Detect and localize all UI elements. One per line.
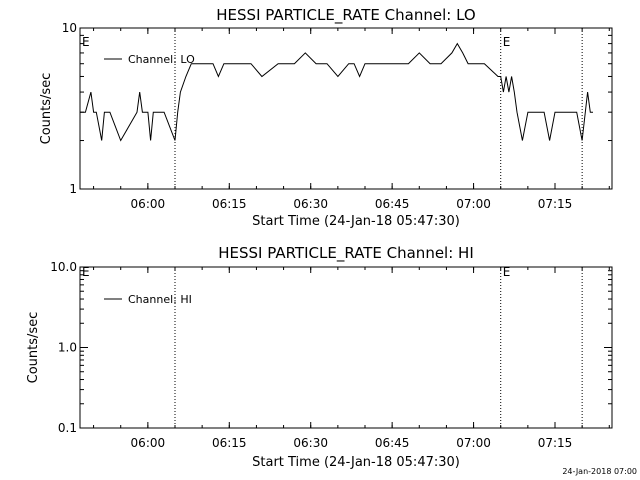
x-tick-label: 07:00	[456, 197, 491, 211]
x-tick-label: 07:00	[456, 436, 491, 450]
plot-frame	[79, 27, 613, 190]
x-tick-label: 06:30	[293, 197, 328, 211]
y-tick-label: 1	[69, 182, 77, 196]
footer-timestamp: 24-Jan-2018 07:00	[562, 467, 637, 476]
event-annotation: E	[82, 35, 90, 49]
x-axis-label: Start Time (24-Jan-18 05:47:30)	[252, 214, 460, 229]
legend-label: Channel: HI	[128, 293, 192, 306]
x-tick-label: 06:45	[375, 436, 410, 450]
y-tick-label: 1.0	[58, 341, 77, 355]
x-tick-label: 07:15	[538, 436, 573, 450]
legend-label: Channel: LO	[128, 53, 195, 66]
x-tick-label: 06:00	[131, 197, 166, 211]
x-tick-label: 06:30	[293, 436, 328, 450]
y-tick-label: 10.0	[50, 260, 77, 274]
y-axis-label: Counts/sec	[39, 73, 54, 145]
x-tick-label: 06:15	[212, 436, 247, 450]
x-axis-label: Start Time (24-Jan-18 05:47:30)	[252, 455, 460, 470]
event-annotation: E	[82, 265, 90, 279]
y-axis-label: Counts/sec	[26, 312, 41, 384]
chart-title: HESSI PARTICLE_RATE Channel: HI	[218, 244, 474, 263]
x-tick-label: 06:45	[375, 197, 410, 211]
chart-title: HESSI PARTICLE_RATE Channel: LO	[216, 6, 475, 25]
y-tick-label: 0.1	[58, 421, 77, 435]
y-tick-label: 10	[62, 21, 77, 35]
event-annotation: E	[503, 35, 511, 49]
event-annotation: E	[503, 265, 511, 279]
x-tick-label: 06:00	[131, 436, 166, 450]
x-tick-label: 06:15	[212, 197, 247, 211]
x-tick-label: 07:15	[538, 197, 573, 211]
series-line	[80, 42, 593, 142]
